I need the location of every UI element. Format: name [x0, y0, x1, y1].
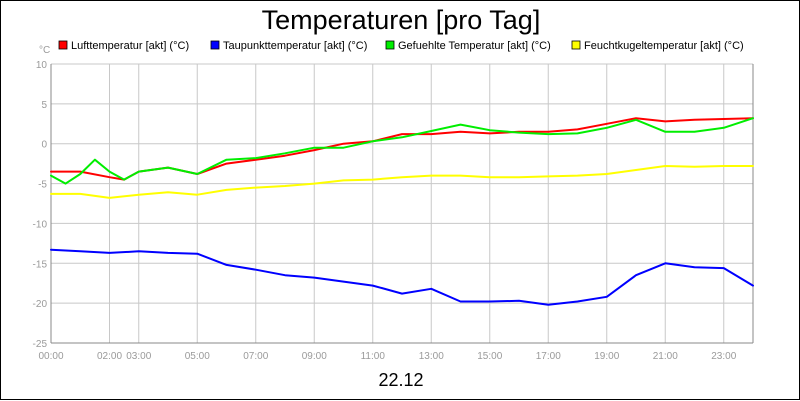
y-tick-label: -10	[33, 219, 48, 230]
legend-label: Feuchtkugeltemperatur [akt] (°C)	[584, 40, 744, 52]
legend-swatch	[210, 40, 220, 50]
x-axis-date-label: 22.12	[378, 370, 423, 390]
legend-swatch	[571, 40, 581, 50]
x-tick-label: 17:00	[536, 351, 561, 362]
x-tick-label: 19:00	[594, 351, 619, 362]
y-axis-unit: °C	[39, 45, 50, 56]
x-tick-label: 02:00	[97, 351, 122, 362]
y-tick-label: 5	[41, 100, 47, 111]
x-tick-label: 23:00	[711, 351, 736, 362]
y-tick-label: -25	[33, 339, 48, 350]
x-tick-label: 03:00	[126, 351, 151, 362]
legend-label: Taupunkttemperatur [akt] (°C)	[223, 40, 367, 52]
x-tick-label: 15:00	[477, 351, 502, 362]
x-tick-label: 05:00	[185, 351, 210, 362]
x-tick-label: 21:00	[653, 351, 678, 362]
y-tick-label: -20	[33, 299, 48, 310]
taupunkttemperatur-line	[50, 248, 754, 306]
x-tick-label: 11:00	[361, 351, 386, 362]
gefuehlte-temperatur-line	[50, 117, 754, 185]
x-tick-label: 07:00	[243, 351, 268, 362]
y-tick-label: 10	[36, 60, 48, 71]
plot-area	[51, 64, 753, 343]
y-tick-label: 0	[41, 140, 47, 151]
x-tick-label: 13:00	[419, 351, 444, 362]
feuchtkugeltemperatur-line	[50, 165, 754, 199]
x-tick-label: 00:00	[38, 351, 63, 362]
y-tick-label: -15	[33, 259, 48, 270]
x-tick-label: 09:00	[302, 351, 327, 362]
legend-swatch	[58, 40, 68, 50]
legend-label: Lufttemperatur [akt] (°C)	[71, 40, 189, 52]
legend-swatch	[385, 40, 395, 50]
chart-title: Temperaturen [pro Tag]	[262, 5, 541, 35]
y-tick-label: -5	[38, 180, 47, 191]
legend-label: Gefuehlte Temperatur [akt] (°C)	[398, 40, 551, 52]
